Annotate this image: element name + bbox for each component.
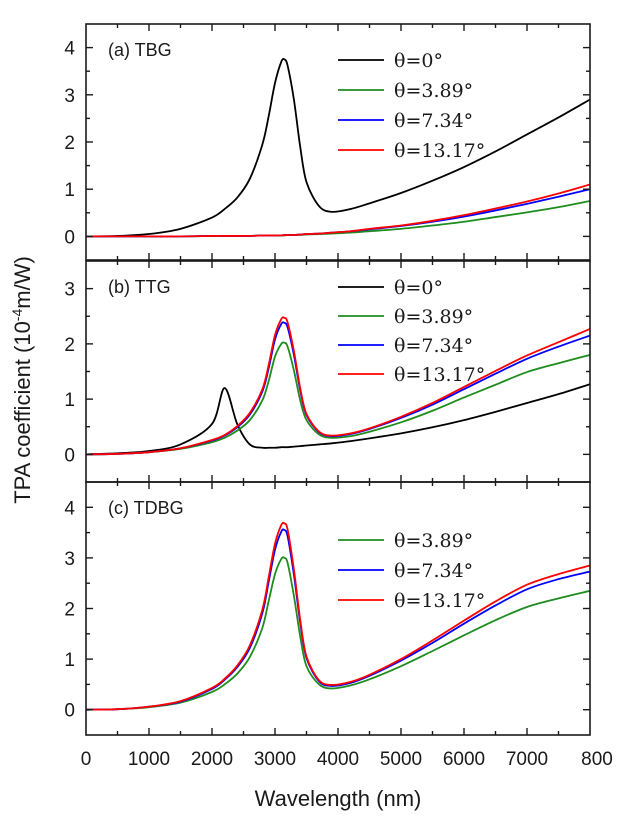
y-tick-label: 1 [64,650,75,671]
legend-item: θ=13.17° [338,590,485,612]
y-tick-label: 3 [64,86,75,107]
y-tick-label: 0 [64,701,75,722]
y-tick-label: 3 [64,280,75,301]
panel-curves [86,521,590,711]
legend-label: θ=7.34° [394,110,473,132]
y-axis-title-main: TPA coefficient (10 [10,321,35,504]
series-line-2 [86,341,590,456]
panel-3: 0 1 2 3 4 (c) TDBG θ=3.89° θ=7.34° θ=13.17° [64,481,591,736]
series-line-3 [86,188,590,238]
legend: θ=0° θ=3.89° θ=7.34° θ=13.17° [338,277,485,386]
legend-label: θ=13.17° [394,140,485,162]
x-tick-label: 3000 [254,749,296,770]
legend-label: θ=13.17° [394,590,485,612]
x-tick-label: 6000 [443,749,485,770]
legend-item: θ=13.17° [338,140,485,162]
series-line-1 [86,57,590,238]
panel-label: (a) TBG [108,40,172,60]
series-line-1 [86,383,590,456]
legend: θ=0° θ=3.89° θ=7.34° θ=13.17° [338,50,485,162]
legend-item: θ=13.17° [338,364,485,386]
x-tick-label: 4000 [317,749,359,770]
series-line-3 [86,521,590,711]
legend-label: θ=7.34° [394,335,473,357]
legend-label: θ=0° [394,277,443,299]
legend-label: θ=3.89° [394,306,473,328]
panel-2: 0 1 2 3 (b) TTG θ=0° θ=3.89° θ=7.34° θ=13.17° [64,260,591,483]
y-tick-label: 1 [64,180,75,201]
y-axis-title-unit: m/W) [10,256,35,309]
x-tick-label: 0 [81,749,92,770]
series-line-2 [86,528,590,711]
legend-item: θ=0° [338,50,443,72]
y-axis-title: TPA coefficient (10-4m/W) [9,256,35,504]
legend-item: θ=3.89° [338,530,473,552]
x-tick-label: 5000 [380,749,422,770]
x-tick-label: 2000 [191,749,233,770]
legend-item: θ=0° [338,277,443,299]
x-tick-label: 800 [581,749,613,770]
series-line-4 [86,183,590,238]
legend: θ=3.89° θ=7.34° θ=13.17° [338,530,485,612]
legend-item: θ=7.34° [338,560,473,582]
legend-item: θ=7.34° [338,335,473,357]
legend-label: θ=7.34° [394,560,473,582]
y-tick-label: 3 [64,549,75,570]
legend-label: θ=3.89° [394,530,473,552]
x-axis: 0 1000 2000 3000 4000 5000 6000 7000 800 [81,749,613,770]
panel-curves [86,57,590,238]
legend-item: θ=7.34° [338,110,473,132]
y-tick-label: 4 [64,39,75,60]
y-tick-label: 2 [64,335,75,356]
y-tick-label: 2 [64,600,75,621]
series-line-1 [86,556,590,711]
panel-curves [86,316,590,456]
panels: 0 1 2 3 4 (a) TBG θ=0° θ=3.89° θ=7.34° θ=13.17° 0 1… [64,23,591,736]
y-tick-label: 2 [64,133,75,154]
panel-label: (c) TDBG [108,498,184,518]
y-tick-label: 1 [64,390,75,411]
legend-label: θ=0° [394,50,443,72]
panel-label: (b) TTG [108,277,171,297]
panel-frame [85,481,591,736]
legend-item: θ=3.89° [338,306,473,328]
x-tick-label: 1000 [128,749,170,770]
y-tick-label: 0 [64,227,75,248]
legend-label: θ=3.89° [394,80,473,102]
legend-label: θ=13.17° [394,364,485,386]
panel-1: 0 1 2 3 4 (a) TBG θ=0° θ=3.89° θ=7.34° θ=13.17° [64,23,591,261]
x-axis-title: Wavelength (nm) [255,786,422,811]
x-tick-label: 7000 [506,749,548,770]
series-line-4 [86,316,590,456]
legend-item: θ=3.89° [338,80,473,102]
y-tick-label: 0 [64,445,75,466]
y-axis-title-exponent: -4 [9,309,25,322]
y-tick-label: 4 [64,498,75,519]
